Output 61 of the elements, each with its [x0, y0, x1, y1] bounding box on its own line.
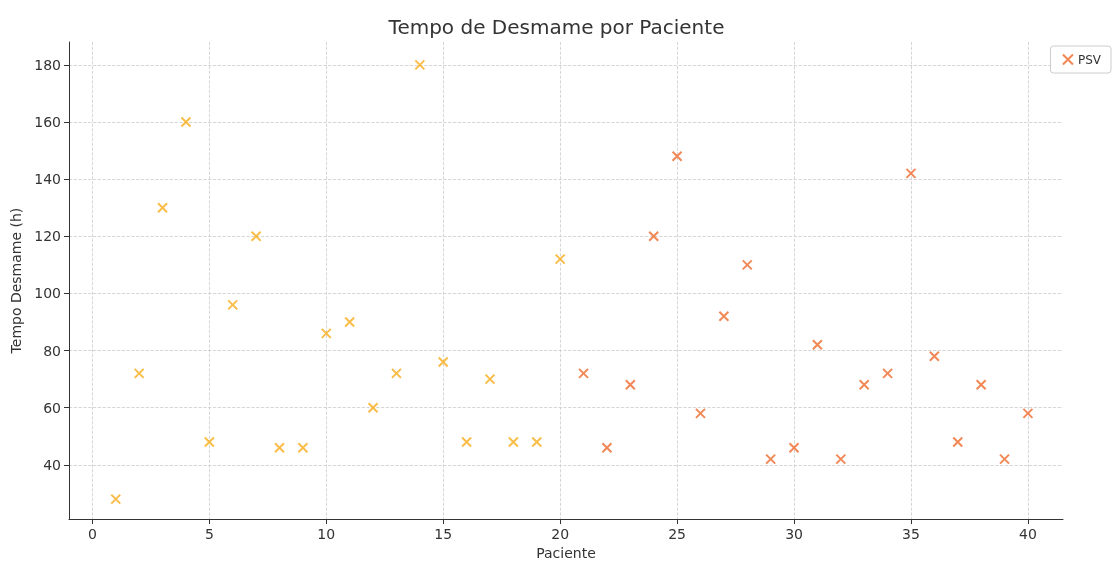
point — [975, 379, 987, 391]
point — [718, 310, 730, 322]
y-axis-title: Tempo Desmame (h) — [8, 207, 25, 355]
y-tick-label: 120 — [34, 228, 61, 245]
chart-title: Tempo de Desmame por Paciente — [387, 15, 725, 39]
x-tick-label: 35 — [902, 526, 920, 543]
point — [554, 253, 566, 265]
y-tick-label: 100 — [34, 285, 61, 302]
x-tick-label: 0 — [87, 526, 97, 543]
point — [741, 259, 753, 271]
x-tick-label: 10 — [317, 526, 336, 543]
x-tick-label: 15 — [434, 526, 453, 543]
point — [250, 230, 262, 242]
point — [1022, 407, 1034, 419]
point — [835, 453, 847, 465]
point — [414, 59, 426, 71]
point — [882, 367, 894, 379]
point — [367, 402, 379, 414]
point — [765, 453, 777, 465]
y-tick-label: 40 — [43, 456, 61, 473]
point — [952, 436, 964, 448]
point — [484, 373, 496, 385]
y-tick-label: 60 — [43, 399, 61, 416]
point — [858, 379, 870, 391]
point — [905, 167, 917, 179]
point — [110, 493, 122, 505]
point — [273, 442, 285, 454]
point — [133, 367, 145, 379]
point — [390, 367, 402, 379]
legend-label: PSV — [1077, 52, 1102, 67]
point — [320, 327, 332, 339]
point — [157, 202, 169, 214]
point — [437, 356, 449, 368]
point — [344, 316, 356, 328]
x-tick-label: 30 — [785, 526, 803, 543]
point — [227, 299, 239, 311]
point — [578, 367, 590, 379]
point — [811, 339, 823, 351]
point — [507, 436, 519, 448]
point — [203, 436, 215, 448]
x-tick-label: 25 — [668, 526, 687, 543]
point — [531, 436, 543, 448]
y-tick-label: 180 — [34, 56, 61, 73]
point — [694, 407, 706, 419]
point — [624, 379, 636, 391]
x-axis-title: Paciente — [536, 545, 596, 561]
x-tick-label: 40 — [1019, 526, 1037, 543]
y-tick-label: 160 — [34, 113, 61, 130]
point — [671, 150, 683, 162]
y-tick-label: 80 — [43, 342, 61, 359]
x-tick-label: 5 — [204, 526, 214, 543]
y-tick-label: 140 — [34, 171, 61, 188]
point — [928, 350, 940, 362]
point — [297, 442, 309, 454]
point — [788, 442, 800, 454]
x-tick-label: 20 — [551, 526, 570, 543]
point — [999, 453, 1011, 465]
point — [648, 230, 660, 242]
point — [601, 442, 613, 454]
point — [180, 116, 192, 128]
point — [461, 436, 473, 448]
